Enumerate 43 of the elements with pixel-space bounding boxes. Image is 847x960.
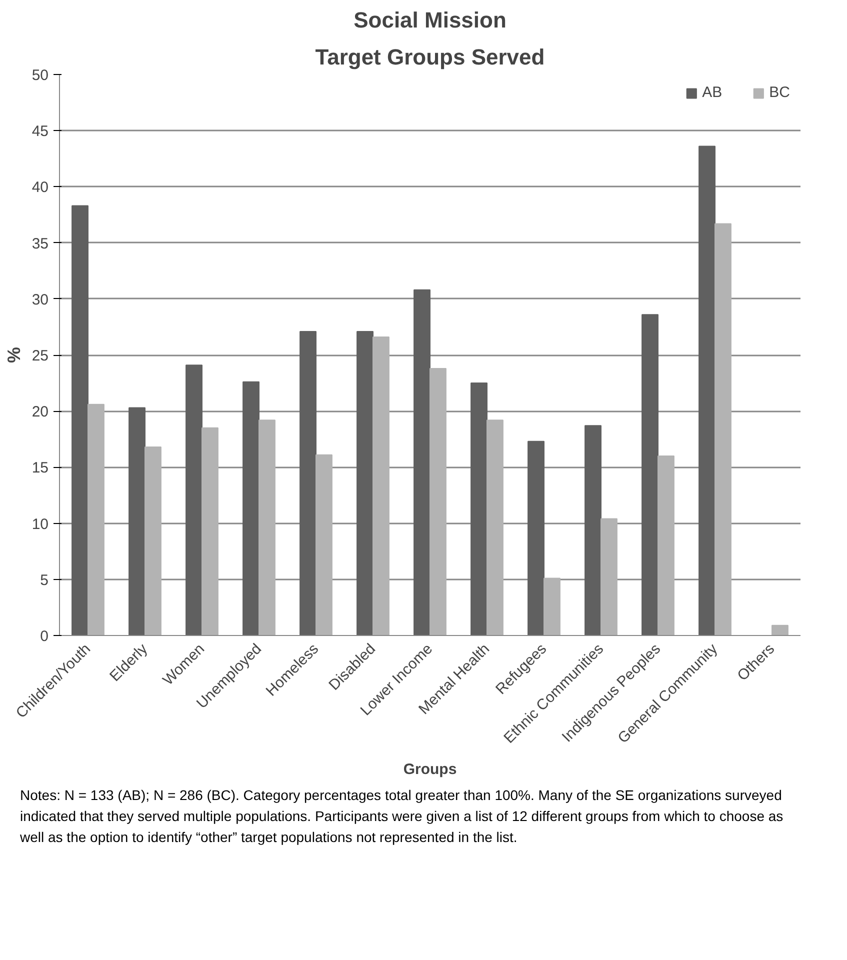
bar <box>714 223 732 636</box>
bar <box>544 578 560 636</box>
bar <box>414 289 430 636</box>
bar <box>584 425 602 636</box>
bar <box>430 368 446 636</box>
legend-label: BC <box>769 84 790 101</box>
y-tick-label: 30 <box>32 291 49 308</box>
bar <box>186 364 202 636</box>
bar <box>658 455 674 636</box>
bar <box>202 427 218 636</box>
chart-subtitle: Target Groups Served <box>315 44 545 70</box>
y-tick-label: 20 <box>32 404 49 421</box>
bar <box>372 336 390 636</box>
bar <box>88 404 104 636</box>
bar <box>486 420 504 636</box>
bar <box>698 146 716 636</box>
bar <box>242 381 260 636</box>
y-tick-label: 5 <box>40 572 48 589</box>
bar <box>528 440 544 636</box>
y-tick-label: 40 <box>32 179 49 196</box>
bar <box>642 314 658 636</box>
bar <box>72 205 88 636</box>
bar <box>356 330 374 636</box>
legend-label: AB <box>702 84 722 101</box>
y-tick-label: 10 <box>32 516 49 533</box>
bar <box>258 420 276 636</box>
y-tick-label: 15 <box>32 460 49 477</box>
y-tick-label: 50 <box>32 67 49 84</box>
bar <box>128 407 146 636</box>
bar <box>144 446 162 636</box>
x-axis-title: Groups <box>403 760 457 778</box>
y-axis-title: % <box>4 346 24 363</box>
bar <box>316 454 332 636</box>
y-tick-label: 0 <box>40 628 48 645</box>
y-tick-label: 25 <box>32 348 49 364</box>
y-tick-label: 35 <box>32 235 49 252</box>
y-tick-label: 45 <box>32 123 49 140</box>
bar <box>300 330 316 636</box>
chart-title: Social Mission <box>354 8 506 32</box>
text: Notes: N = 133 (AB); N = 286 (BC). Category percentages total greater than 100%. Many of the SE organizations surveyed indicated that they served multiple populations. Participants were given a list of 12 different groups from which to choose as well as the option to identify “other” target populations not represented in the list. <box>20 786 784 847</box>
bar <box>470 382 488 636</box>
bar <box>600 518 618 636</box>
bar <box>772 624 788 636</box>
